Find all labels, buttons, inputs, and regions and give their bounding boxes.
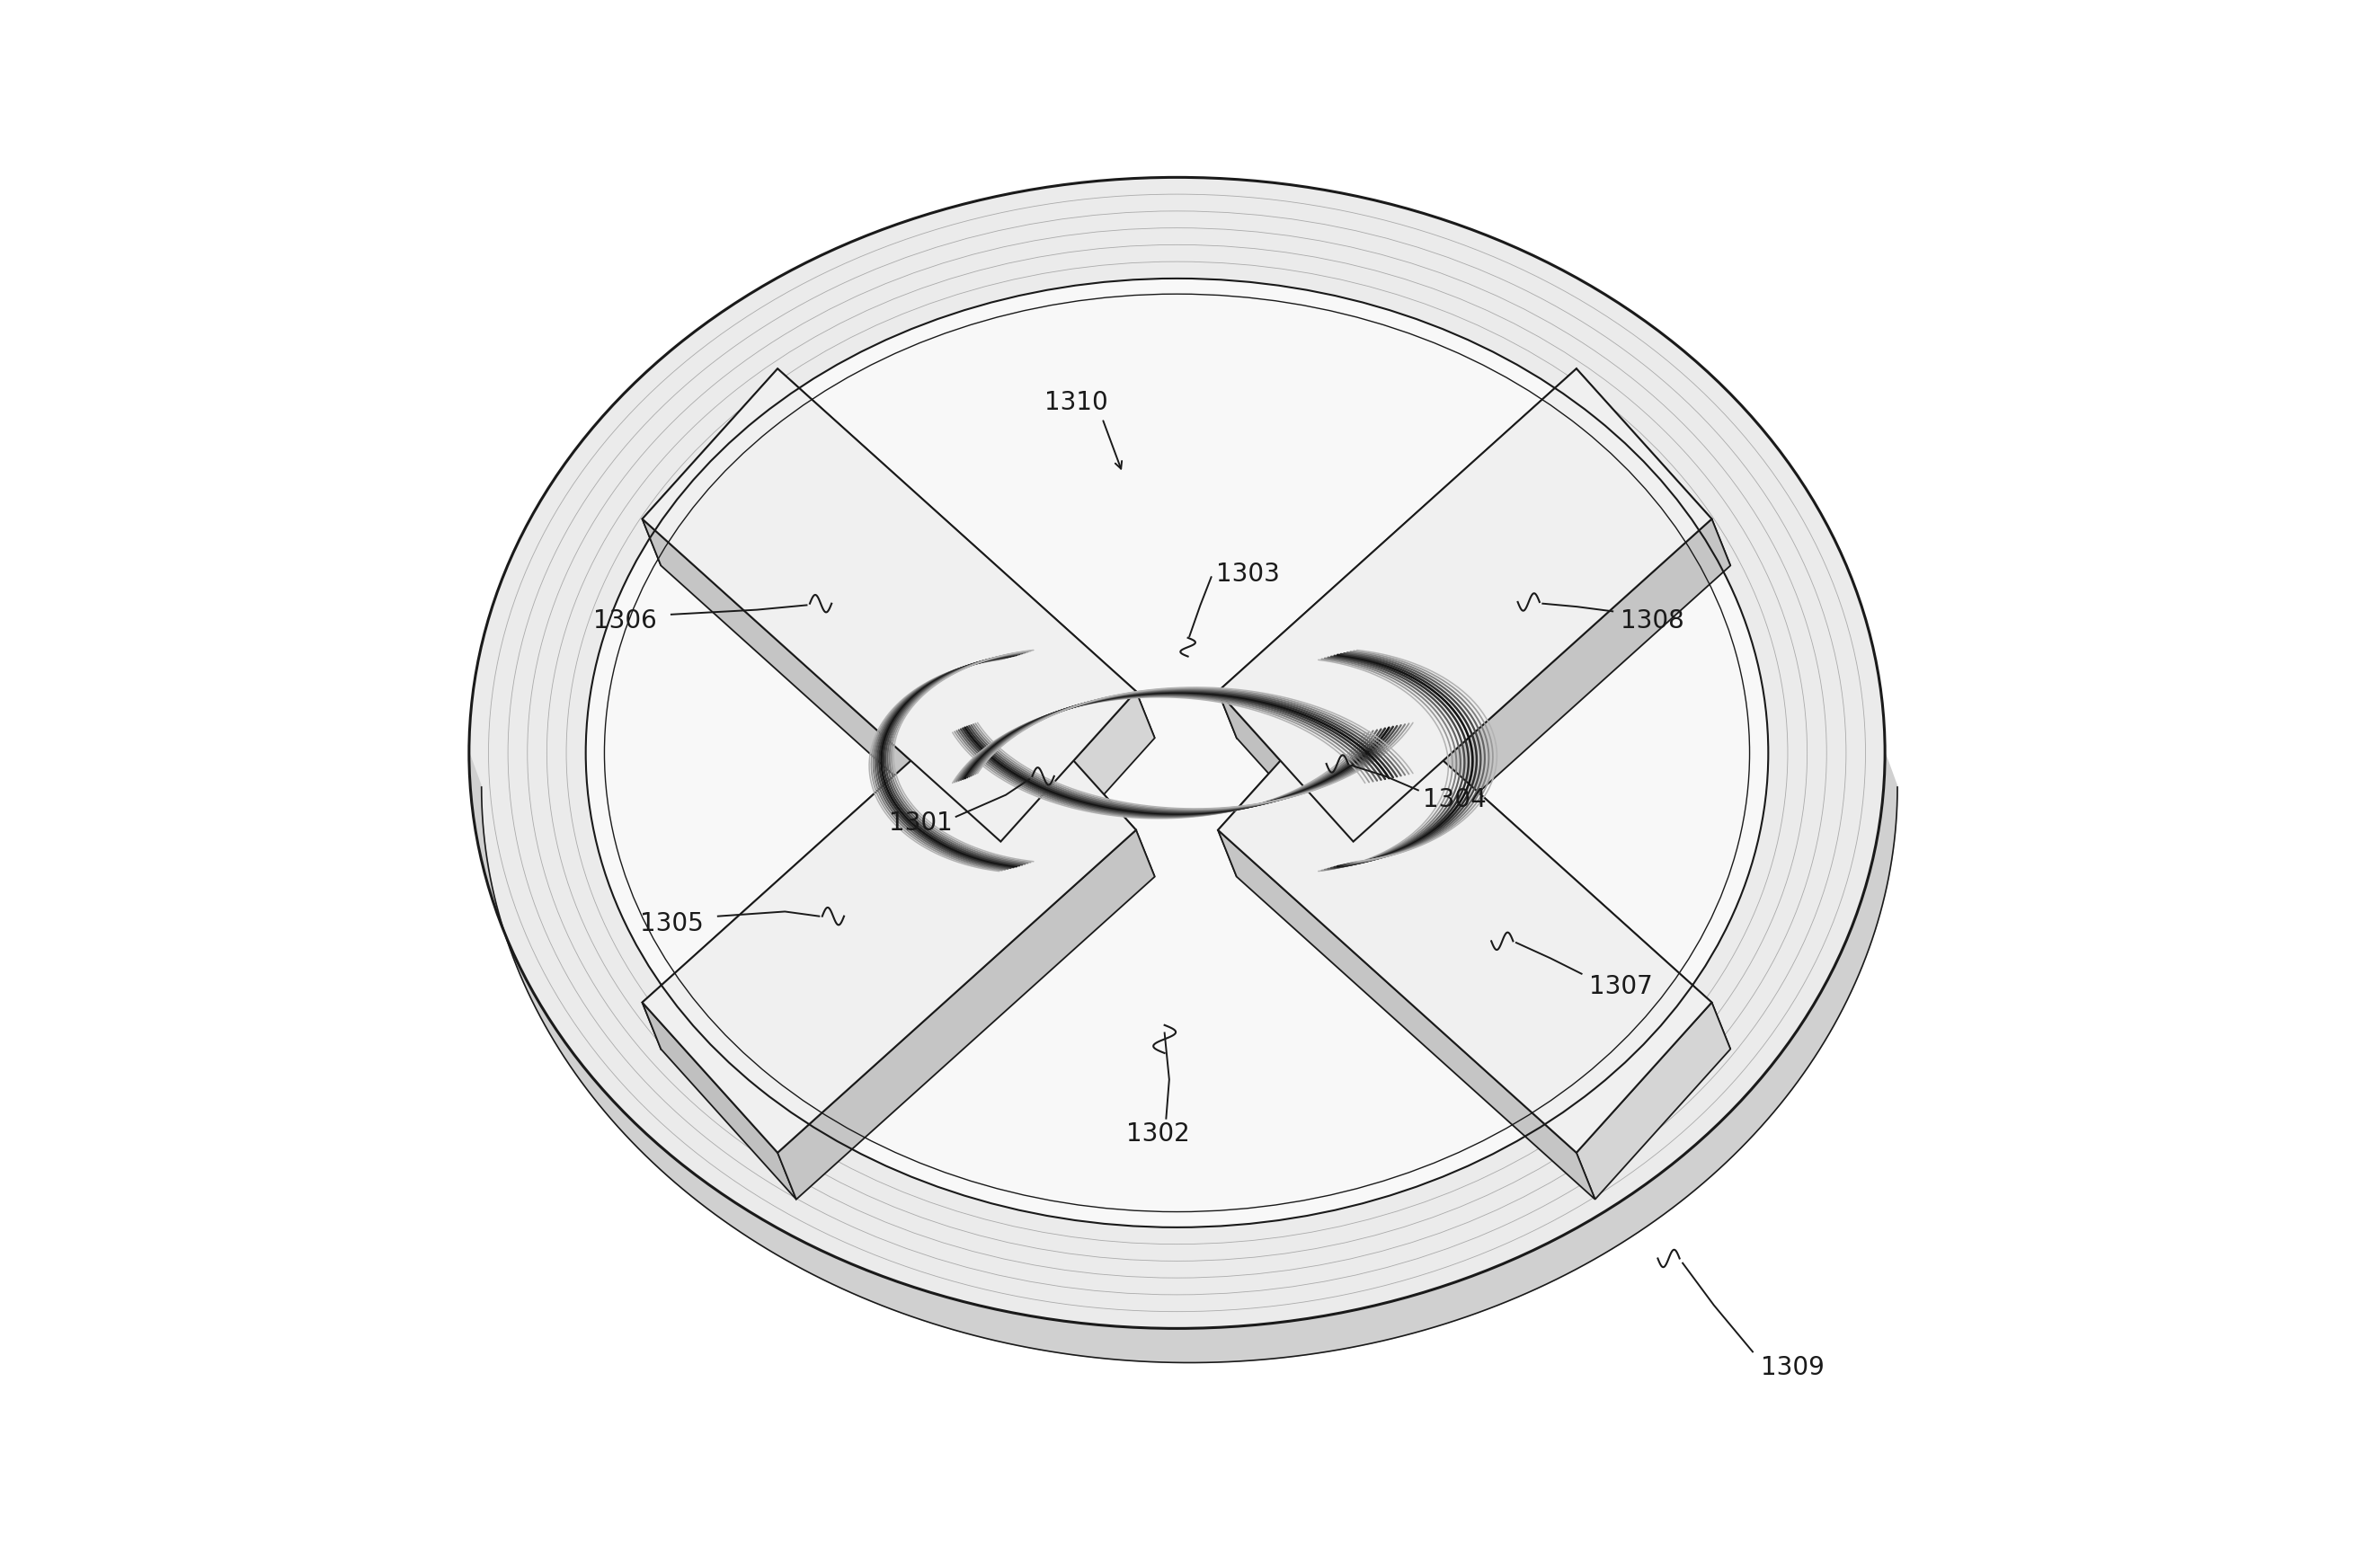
- Polygon shape: [1000, 681, 1156, 877]
- Text: 1306: 1306: [593, 608, 657, 633]
- Text: 1310: 1310: [1045, 390, 1109, 416]
- Text: 1302: 1302: [1128, 1121, 1191, 1146]
- Text: 1301: 1301: [890, 811, 953, 836]
- Text: 1309: 1309: [1761, 1355, 1824, 1380]
- Text: 1304: 1304: [1422, 787, 1485, 812]
- Polygon shape: [1217, 681, 1372, 877]
- Polygon shape: [1354, 519, 1730, 887]
- Text: 1305: 1305: [640, 911, 704, 936]
- Text: 1307: 1307: [1589, 974, 1653, 999]
- Polygon shape: [1217, 368, 1711, 842]
- Ellipse shape: [468, 177, 1886, 1328]
- Polygon shape: [1000, 691, 1156, 887]
- Polygon shape: [777, 368, 1156, 739]
- Polygon shape: [1217, 368, 1596, 739]
- Polygon shape: [643, 368, 1137, 842]
- Polygon shape: [777, 829, 1156, 1200]
- Polygon shape: [1217, 681, 1711, 1152]
- Polygon shape: [643, 681, 1137, 1152]
- Text: 1308: 1308: [1620, 608, 1683, 633]
- Ellipse shape: [586, 279, 1768, 1228]
- Text: 1303: 1303: [1217, 561, 1281, 586]
- Polygon shape: [643, 681, 1019, 1049]
- Polygon shape: [643, 519, 1019, 887]
- Polygon shape: [643, 1002, 796, 1200]
- Polygon shape: [1217, 691, 1372, 887]
- Polygon shape: [468, 753, 1897, 1363]
- Polygon shape: [643, 368, 796, 566]
- Polygon shape: [1217, 829, 1596, 1200]
- Polygon shape: [1577, 368, 1730, 566]
- Polygon shape: [1354, 681, 1730, 1049]
- Polygon shape: [1577, 1002, 1730, 1200]
